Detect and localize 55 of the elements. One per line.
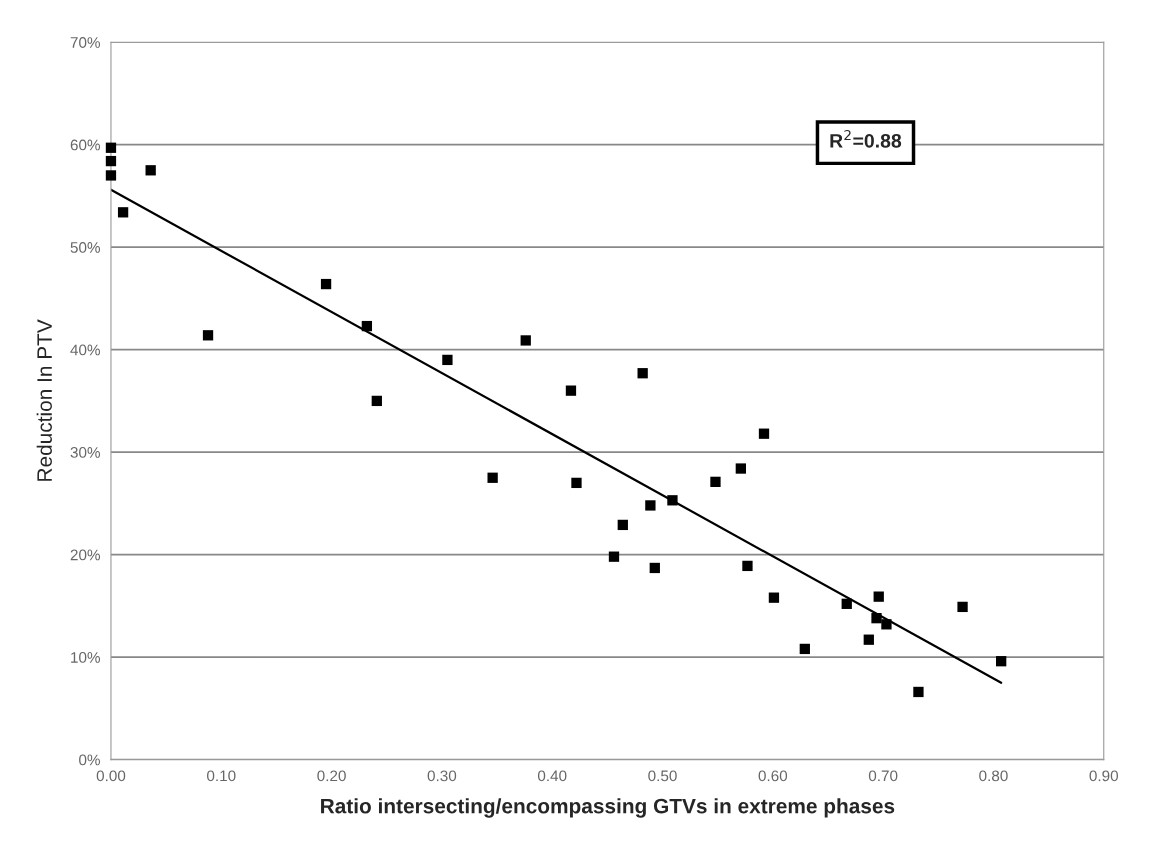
point [871, 613, 882, 624]
point [841, 598, 852, 609]
x-tick-label: 0.90 [1089, 770, 1119, 782]
point [881, 619, 892, 630]
point [105, 142, 117, 153]
point [645, 500, 656, 511]
point [320, 278, 332, 290]
x-tick-label: 0.40 [537, 770, 567, 782]
y-tick-label: 70% [70, 37, 100, 48]
point [710, 476, 721, 488]
point [742, 560, 753, 572]
point [145, 165, 156, 176]
x-tick-label: 0.60 [758, 770, 788, 782]
point [117, 207, 129, 218]
point [863, 634, 874, 645]
point [105, 155, 117, 167]
x-tick-label: 0.30 [427, 770, 457, 782]
point [799, 643, 810, 655]
point [565, 385, 577, 396]
point [442, 354, 453, 366]
x-tick-label: 0.20 [317, 770, 346, 782]
point [202, 330, 214, 341]
point [758, 428, 770, 439]
y-tick-label: 10% [71, 651, 100, 663]
y-axis-title: Reduction In PTV [36, 319, 52, 481]
point [996, 656, 1007, 667]
point [105, 170, 117, 181]
point [617, 519, 628, 531]
y-tick-label: 40% [70, 344, 100, 356]
x-tick-label: 0.00 [96, 770, 126, 782]
y-tick-label: 60% [70, 139, 100, 151]
y-tick-label: 30% [70, 447, 100, 458]
point [371, 395, 382, 407]
x-tick-label: 0.70 [868, 770, 898, 782]
point [608, 551, 620, 562]
point [361, 320, 373, 332]
x-axis-title: Ratio intersecting/encompassing GTVs in extreme phases [321, 798, 895, 818]
annotation: R$^{2}$=0.88 [830, 129, 902, 148]
point [520, 335, 531, 346]
point [913, 686, 924, 698]
point [637, 368, 648, 379]
point [487, 472, 498, 483]
point [735, 463, 746, 474]
point [768, 592, 780, 603]
point [667, 495, 678, 506]
x-tick-label: 0.10 [207, 770, 236, 782]
y-tick-label: 0% [79, 754, 100, 766]
point [957, 601, 968, 613]
y-tick-label: 50% [70, 242, 100, 253]
point [649, 562, 660, 574]
point [873, 591, 884, 602]
x-tick-label: 0.80 [979, 770, 1008, 782]
y-tick-label: 20% [70, 549, 100, 561]
point [571, 477, 582, 489]
x-tick-label: 0.50 [648, 770, 677, 782]
